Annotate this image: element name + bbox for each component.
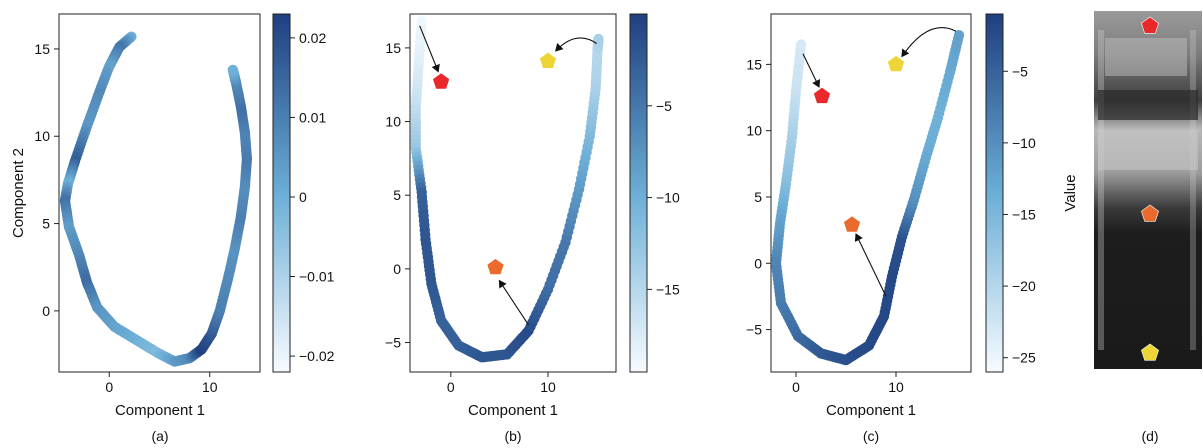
colorbar-tick-label: −15 [656, 281, 680, 297]
colorbar-tick-label: −25 [1012, 350, 1036, 366]
panel-d-markers [1141, 16, 1159, 361]
panel-a-colorbar-ticks: 0.02 0.01 0 −0.01 −0.02 [290, 30, 335, 364]
x-tick-label: 10 [540, 379, 556, 395]
marker-orange-pentagon [486, 257, 505, 276]
panel-a-y-ticks: 0 5 10 15 [34, 41, 59, 319]
colorbar-tick-label: −15 [1012, 206, 1036, 222]
panel-a-plot-area [58, 13, 261, 373]
colorbar-tick-label: −5 [656, 98, 672, 114]
panel-b-arrows [419, 25, 597, 326]
panel-d: (d) [1094, 11, 1202, 444]
panel-c-x-label: Component 1 [826, 402, 916, 419]
annotation-arrow [419, 25, 440, 73]
panel-b: 0 10 −5 0 5 10 15 Component 1 −5 −10 −15 (b) [385, 13, 680, 444]
panel-c-x-ticks: 0 10 [792, 372, 904, 395]
photo-cap-band [1105, 38, 1187, 76]
photo-marker-red-pentagon [1141, 16, 1159, 34]
panel-d-caption: (d) [1141, 428, 1158, 444]
panel-b-points [410, 16, 604, 363]
panel-a-x-ticks: 0 10 [105, 372, 218, 395]
panel-c-arrows [802, 27, 957, 297]
y-tick-label: 0 [42, 303, 50, 319]
photo-light-band [1098, 130, 1198, 170]
y-tick-label: 15 [34, 41, 50, 57]
photo-marker-yellow-pentagon [1141, 343, 1159, 361]
panel-a-y-label: Component 2 [10, 148, 27, 238]
x-tick-label: 10 [888, 379, 904, 395]
y-tick-label: 10 [34, 128, 50, 144]
y-tick-label: −5 [746, 322, 762, 338]
marker-red-pentagon [432, 72, 451, 90]
photo-reflection-left [1098, 30, 1104, 350]
photo-marker-orange-pentagon [1141, 204, 1159, 222]
y-tick-label: 15 [385, 40, 401, 56]
panel-a-x-label: Component 1 [115, 402, 205, 419]
colorbar-tick-label: −5 [1012, 63, 1028, 79]
x-tick-label: 0 [792, 379, 800, 395]
panel-b-markers [432, 51, 557, 276]
colorbar-tick-label: −20 [1012, 278, 1036, 294]
panel-c-markers [812, 54, 906, 233]
y-tick-label: 5 [393, 187, 401, 203]
panel-c-colorbar-ticks: −5 −10 −15 −20 −25 [1003, 63, 1036, 366]
marker-orange-pentagon [842, 215, 862, 233]
data-point [953, 30, 965, 41]
annotation-arrow [498, 279, 529, 326]
y-tick-label: 5 [754, 189, 762, 205]
x-tick-label: 0 [105, 379, 113, 395]
x-tick-label: 10 [202, 379, 218, 395]
annotation-arrow [802, 53, 821, 88]
photo-reflection-right [1190, 30, 1196, 350]
marker-yellow-pentagon [886, 54, 906, 73]
marker-yellow-pentagon [538, 51, 557, 69]
y-tick-label: 5 [42, 216, 50, 232]
colorbar-tick-label: −0.02 [299, 348, 335, 364]
panel-c-points [770, 30, 965, 366]
panel-b-x-label: Component 1 [468, 402, 558, 419]
panel-c-colorbar-label: Value [1062, 174, 1079, 211]
panel-b-x-ticks: 0 10 [447, 372, 556, 395]
data-point [593, 33, 604, 45]
y-tick-label: −5 [385, 335, 401, 351]
y-tick-label: 0 [754, 255, 762, 271]
y-tick-label: 10 [746, 123, 762, 139]
panel-a-colorbar [272, 13, 291, 373]
marker-red-pentagon [812, 86, 832, 104]
colorbar-tick-label: −10 [656, 190, 680, 206]
panel-c-plot-area [770, 13, 972, 373]
data-point [227, 64, 239, 76]
panel-c-y-ticks: −5 0 5 10 15 [746, 56, 771, 338]
annotation-arrow [555, 37, 597, 52]
panel-b-caption: (b) [504, 428, 521, 444]
colorbar-tick-label: 0.02 [299, 30, 326, 46]
panel-b-colorbar-ticks: −5 −10 −15 [647, 98, 680, 297]
photo-dark-band [1098, 90, 1198, 120]
panel-c-colorbar [985, 13, 1004, 373]
x-tick-label: 0 [447, 379, 455, 395]
panel-b-y-ticks: −5 0 5 10 15 [385, 40, 410, 351]
panel-a-caption: (a) [151, 428, 168, 444]
colorbar-tick-label: −10 [1012, 135, 1036, 151]
colorbar-tick-label: 0 [299, 189, 307, 205]
panel-b-colorbar [629, 13, 648, 373]
annotation-arrow [901, 27, 957, 58]
panel-b-plot-area [409, 13, 617, 373]
panel-c-caption: (c) [863, 428, 879, 444]
annotation-arrow [854, 233, 887, 297]
colorbar-tick-label: −0.01 [299, 269, 335, 285]
y-tick-label: 0 [393, 261, 401, 277]
colorbar-tick-label: 0.01 [299, 109, 326, 125]
panel-a-points [59, 31, 253, 367]
y-tick-label: 15 [746, 56, 762, 72]
y-tick-label: 10 [385, 114, 401, 130]
